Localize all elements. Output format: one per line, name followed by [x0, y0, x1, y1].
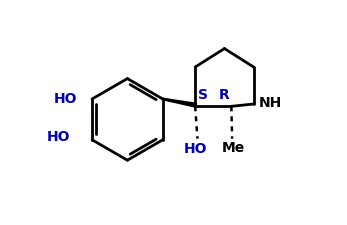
Text: NH: NH: [258, 96, 281, 110]
Text: HO: HO: [46, 130, 70, 144]
Text: S: S: [198, 88, 208, 102]
Text: HO: HO: [184, 142, 208, 156]
Text: HO: HO: [54, 92, 77, 106]
Text: Me: Me: [222, 141, 245, 155]
Text: R: R: [219, 88, 230, 102]
